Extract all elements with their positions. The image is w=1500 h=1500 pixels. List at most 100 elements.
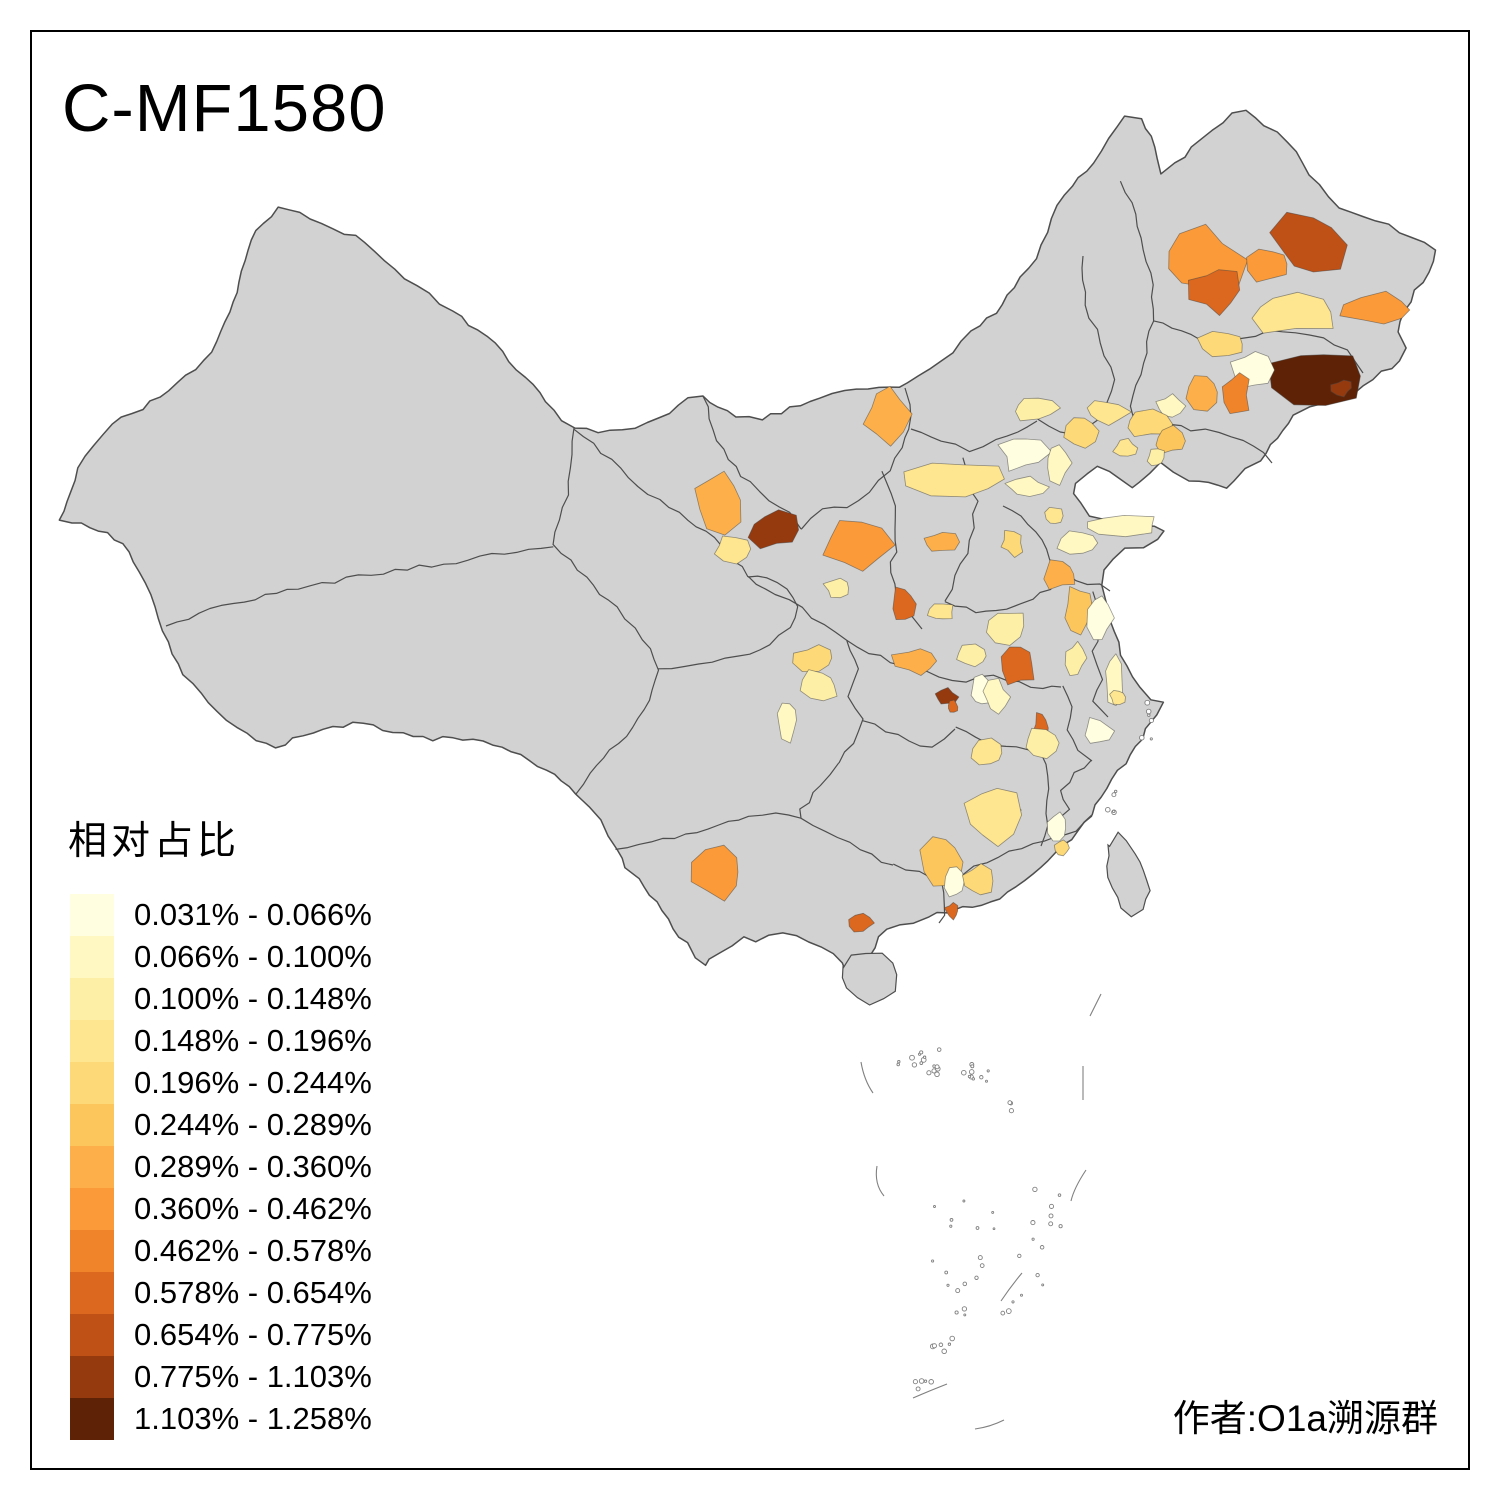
legend-item: 0.289% - 0.360% — [70, 1146, 372, 1188]
sea-islet — [919, 1061, 924, 1065]
sea-islet — [975, 1226, 980, 1230]
region-patch — [892, 586, 917, 620]
legend-swatch — [70, 936, 114, 978]
legend-item: 0.360% - 0.462% — [70, 1188, 372, 1230]
region-patch — [1188, 269, 1241, 317]
sea-islet — [931, 1343, 937, 1349]
legend-item: 0.244% - 0.289% — [70, 1104, 372, 1146]
sea-islet — [977, 1255, 983, 1261]
region-patch — [1000, 646, 1035, 686]
hainan-island — [841, 952, 898, 1006]
region-patch — [1339, 290, 1411, 325]
sea-dash — [1000, 1272, 1023, 1302]
province-border — [552, 427, 575, 546]
sea-islet — [918, 1378, 925, 1384]
sea-islet — [971, 1077, 975, 1081]
sea-islet — [1145, 708, 1152, 715]
legend-swatch — [70, 1272, 114, 1314]
sea-islet — [931, 1259, 935, 1263]
province-border — [165, 546, 554, 627]
sea-islet — [1149, 737, 1153, 741]
region-patch — [1146, 448, 1165, 467]
province-border — [862, 720, 956, 748]
region-patch — [1064, 586, 1094, 636]
region-patch — [822, 520, 896, 572]
sea-islet — [986, 1069, 990, 1073]
sea-islet — [941, 1348, 947, 1355]
province-border — [702, 395, 802, 530]
sea-dash — [974, 1419, 1005, 1430]
legend-label: 0.196% - 0.244% — [134, 1065, 372, 1100]
region-patch — [923, 532, 960, 552]
region-patch — [1056, 530, 1099, 555]
sea-islet — [912, 1379, 918, 1385]
region-patch — [1084, 717, 1115, 744]
province-border — [615, 812, 894, 866]
region-patch — [862, 385, 913, 447]
legend-label: 0.031% - 0.066% — [134, 897, 372, 932]
legend-label: 0.244% - 0.289% — [134, 1107, 372, 1142]
sea-islet — [1114, 789, 1118, 794]
province-border — [552, 544, 660, 795]
region-patch — [690, 844, 739, 902]
region-patch — [956, 643, 987, 668]
sea-islet — [928, 1379, 934, 1385]
province-border — [657, 575, 799, 670]
sea-islet — [1148, 717, 1154, 724]
sea-islet — [923, 1379, 928, 1383]
legend-swatch — [70, 978, 114, 1020]
legend-label: 0.360% - 0.462% — [134, 1191, 372, 1226]
region-patch — [1086, 595, 1115, 641]
sea-islet — [947, 1342, 952, 1346]
legend-label: 0.289% - 0.360% — [134, 1149, 372, 1184]
sea-islet — [1048, 1213, 1054, 1219]
sea-islet — [1105, 806, 1111, 813]
sea-islet — [934, 1071, 940, 1078]
sea-islet — [979, 1263, 985, 1268]
sea-islet — [974, 1275, 979, 1280]
legend-swatch — [70, 1062, 114, 1104]
sea-islet — [909, 1054, 915, 1061]
region-patch — [944, 902, 959, 921]
sea-islet — [955, 1288, 961, 1294]
legend-title: 相对占比 — [68, 820, 241, 863]
sea-islet — [936, 1047, 942, 1052]
region-patch — [714, 535, 752, 565]
legend-label: 0.148% - 0.196% — [134, 1023, 372, 1058]
region-patch — [1043, 559, 1076, 590]
region-patch — [903, 462, 1005, 498]
sea-islet — [946, 1283, 950, 1287]
sea-islet — [992, 1227, 996, 1231]
sea-islet — [938, 1342, 944, 1348]
region-patch — [1004, 475, 1050, 497]
sea-dash — [875, 1165, 885, 1197]
sea-islet — [949, 1224, 953, 1228]
legend-items: 0.031% - 0.066% 0.066% - 0.100% 0.100% - 0… — [70, 894, 372, 1440]
sea-islet — [991, 1210, 995, 1214]
sea-islet — [1032, 1186, 1038, 1193]
province-border — [1055, 759, 1092, 823]
sea-islet — [963, 1313, 967, 1317]
region-patch — [1047, 444, 1073, 486]
sea-islet — [915, 1386, 921, 1392]
region-patch — [799, 669, 838, 702]
region-patch — [986, 612, 1025, 646]
legend: 相对占比 0.031% - 0.066% 0.066% - 0.100% 0.100… — [68, 810, 372, 1440]
sea-islet — [961, 1069, 967, 1076]
sea-islet — [1020, 1293, 1023, 1297]
province-border — [799, 762, 840, 819]
region-patch — [1330, 379, 1352, 398]
legend-item: 0.654% - 0.775% — [70, 1314, 372, 1356]
legend-swatch — [70, 1104, 114, 1146]
province-border — [911, 669, 1062, 690]
province-border — [985, 815, 1093, 864]
province-border — [838, 640, 864, 764]
region-patch — [1221, 372, 1250, 415]
legend-item: 0.031% - 0.066% — [70, 894, 372, 936]
legend-swatch — [70, 1356, 114, 1398]
legend-swatch — [70, 1188, 114, 1230]
legend-swatch — [70, 1314, 114, 1356]
legend-item: 0.100% - 0.148% — [70, 978, 372, 1020]
